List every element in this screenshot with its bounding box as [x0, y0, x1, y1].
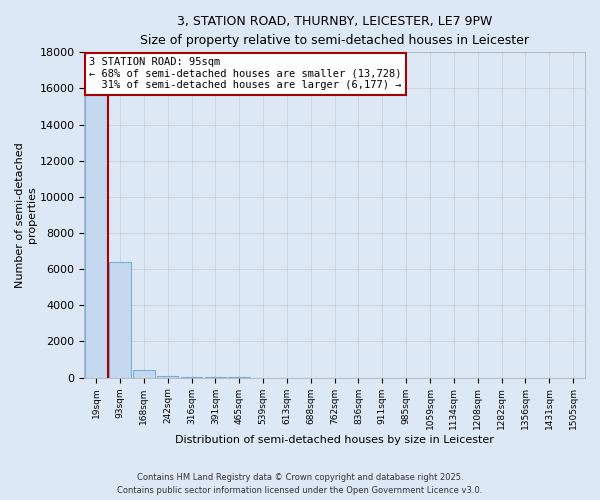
Title: 3, STATION ROAD, THURNBY, LEICESTER, LE7 9PW
Size of property relative to semi-d: 3, STATION ROAD, THURNBY, LEICESTER, LE7… [140, 15, 529, 47]
Text: Contains HM Land Registry data © Crown copyright and database right 2025.
Contai: Contains HM Land Registry data © Crown c… [118, 474, 482, 495]
Bar [85, 34, 107, 378]
Bar [157, 376, 178, 378]
Bar [109, 262, 131, 378]
X-axis label: Distribution of semi-detached houses by size in Leicester: Distribution of semi-detached houses by … [175, 435, 494, 445]
Y-axis label: Number of semi-detached
properties: Number of semi-detached properties [15, 142, 37, 288]
Bar [181, 377, 202, 378]
Text: 3 STATION ROAD: 95sqm
← 68% of semi-detached houses are smaller (13,728)
  31% o: 3 STATION ROAD: 95sqm ← 68% of semi-deta… [89, 57, 402, 90]
Bar [133, 370, 155, 378]
